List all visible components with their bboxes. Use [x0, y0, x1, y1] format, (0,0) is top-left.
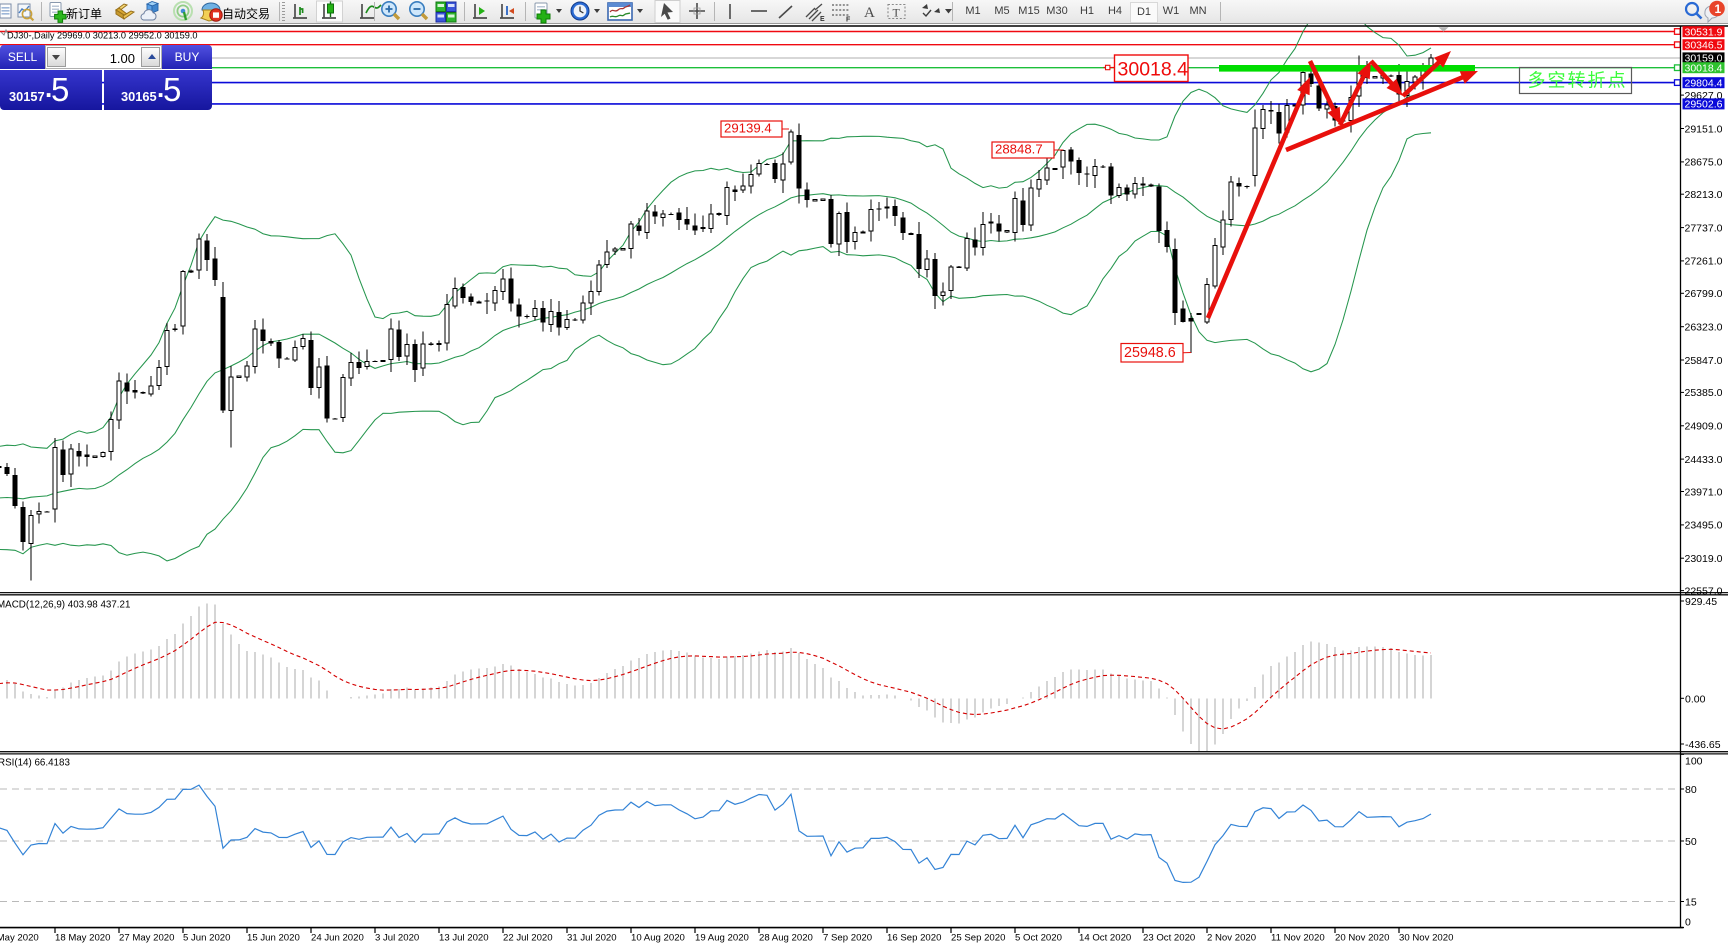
svg-text:50: 50 — [1685, 836, 1697, 848]
svg-text:16 Sep 2020: 16 Sep 2020 — [887, 933, 941, 944]
svg-text:929.45: 929.45 — [1685, 596, 1717, 608]
svg-text:30346.5: 30346.5 — [1685, 40, 1723, 52]
svg-text:25385.0: 25385.0 — [1685, 387, 1723, 399]
svg-text:-436.65: -436.65 — [1685, 739, 1721, 751]
svg-text:30 Nov 2020: 30 Nov 2020 — [1399, 933, 1453, 944]
svg-text:5 Oct 2020: 5 Oct 2020 — [1015, 933, 1062, 944]
svg-text:3 Jul 2020: 3 Jul 2020 — [375, 933, 419, 944]
svg-text:MACD(12,26,9) 403.98 437.21: MACD(12,26,9) 403.98 437.21 — [0, 600, 130, 611]
svg-text:DJ30-,Daily 29969.0 30213.0 2: DJ30-,Daily 29969.0 30213.0 29952.0 3015… — [7, 31, 198, 41]
svg-text:23 Oct 2020: 23 Oct 2020 — [1143, 933, 1195, 944]
svg-text:24 Jun 2020: 24 Jun 2020 — [311, 933, 364, 944]
svg-text:23971.0: 23971.0 — [1685, 486, 1723, 498]
svg-text:F: F — [846, 17, 851, 24]
svg-text:11 May 2020: 11 May 2020 — [0, 933, 39, 944]
svg-text:31 Jul 2020: 31 Jul 2020 — [567, 933, 617, 944]
svg-text:29804.4: 29804.4 — [1685, 78, 1723, 90]
svg-text:RSI(14) 66.4183: RSI(14) 66.4183 — [0, 758, 70, 769]
svg-text:T: T — [893, 6, 901, 20]
svg-text:15 Jun 2020: 15 Jun 2020 — [247, 933, 300, 944]
svg-text:5 Jun 2020: 5 Jun 2020 — [183, 933, 230, 944]
svg-text:27737.0: 27737.0 — [1685, 222, 1723, 234]
svg-text:10 Aug 2020: 10 Aug 2020 — [631, 933, 685, 944]
svg-text:A: A — [864, 5, 875, 21]
svg-text:30159.0: 30159.0 — [1685, 53, 1723, 65]
svg-text:2 Nov 2020: 2 Nov 2020 — [1207, 933, 1256, 944]
svg-text:20 Nov 2020: 20 Nov 2020 — [1335, 933, 1389, 944]
svg-text:27 May 2020: 27 May 2020 — [119, 933, 174, 944]
svg-text:22557.0: 22557.0 — [1685, 585, 1723, 597]
svg-text:24909.0: 24909.0 — [1685, 421, 1723, 433]
svg-text:25 Sep 2020: 25 Sep 2020 — [951, 933, 1005, 944]
svg-text:25948.6: 25948.6 — [1124, 345, 1176, 361]
svg-text:14 Oct 2020: 14 Oct 2020 — [1079, 933, 1131, 944]
svg-text:28675.0: 28675.0 — [1685, 157, 1723, 169]
svg-text:29139.4: 29139.4 — [724, 121, 772, 136]
svg-text:E: E — [820, 16, 825, 23]
svg-text:29151.0: 29151.0 — [1685, 123, 1723, 135]
svg-text:30531.9: 30531.9 — [1685, 27, 1723, 39]
svg-text:24433.0: 24433.0 — [1685, 454, 1723, 466]
svg-text:25847.0: 25847.0 — [1685, 355, 1723, 367]
svg-text:0: 0 — [1685, 917, 1691, 929]
svg-text:29502.6: 29502.6 — [1685, 99, 1723, 111]
svg-text:23019.0: 23019.0 — [1685, 553, 1723, 565]
svg-text:11 Nov 2020: 11 Nov 2020 — [1271, 933, 1325, 944]
svg-text:30018.4: 30018.4 — [1118, 59, 1189, 81]
svg-text:18 May 2020: 18 May 2020 — [55, 933, 110, 944]
svg-text:80: 80 — [1685, 784, 1697, 796]
svg-text:13 Jul 2020: 13 Jul 2020 — [439, 933, 489, 944]
svg-text:15: 15 — [1685, 897, 1697, 909]
svg-text:28848.7: 28848.7 — [995, 142, 1043, 157]
svg-text:28 Aug 2020: 28 Aug 2020 — [759, 933, 813, 944]
svg-text:23495.0: 23495.0 — [1685, 520, 1723, 532]
svg-text:0.00: 0.00 — [1685, 693, 1706, 705]
svg-text:19 Aug 2020: 19 Aug 2020 — [695, 933, 749, 944]
svg-text:30018.4: 30018.4 — [1685, 63, 1723, 75]
svg-text:多空转折点: 多空转折点 — [1528, 71, 1628, 91]
svg-text:28213.0: 28213.0 — [1685, 189, 1723, 201]
svg-text:26323.0: 26323.0 — [1685, 321, 1723, 333]
svg-text:27261.0: 27261.0 — [1685, 256, 1723, 268]
svg-text:100: 100 — [1685, 755, 1703, 767]
svg-text:26799.0: 26799.0 — [1685, 288, 1723, 300]
svg-text:7 Sep 2020: 7 Sep 2020 — [823, 933, 872, 944]
svg-text:22 Jul 2020: 22 Jul 2020 — [503, 933, 553, 944]
svg-text:1: 1 — [1715, 2, 1722, 16]
